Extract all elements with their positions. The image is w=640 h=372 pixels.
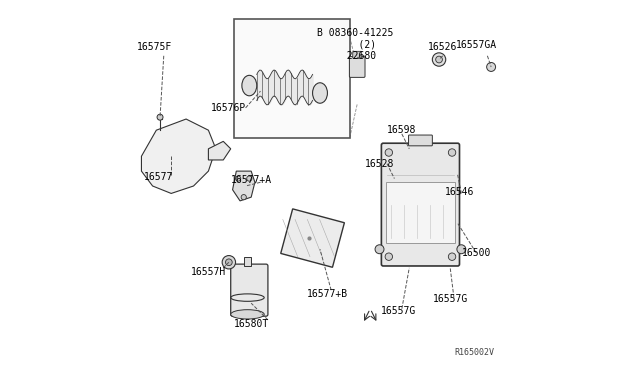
Text: 16577+A: 16577+A xyxy=(230,176,272,185)
Polygon shape xyxy=(141,119,216,193)
Ellipse shape xyxy=(312,83,328,103)
Text: 16557GA: 16557GA xyxy=(456,40,497,49)
Text: B 08360-41225
    (2)
  22680: B 08360-41225 (2) 22680 xyxy=(317,28,394,61)
Text: 16557G: 16557G xyxy=(433,295,468,304)
Circle shape xyxy=(449,149,456,156)
Circle shape xyxy=(385,149,392,156)
Circle shape xyxy=(436,56,442,63)
Circle shape xyxy=(375,245,384,254)
Circle shape xyxy=(157,114,163,120)
FancyBboxPatch shape xyxy=(408,135,433,146)
Text: 16580T: 16580T xyxy=(234,319,269,328)
Text: 16557G: 16557G xyxy=(381,306,416,315)
FancyBboxPatch shape xyxy=(353,51,362,58)
FancyBboxPatch shape xyxy=(386,182,454,243)
Circle shape xyxy=(433,53,445,66)
Circle shape xyxy=(486,62,495,71)
Text: 16598: 16598 xyxy=(387,125,417,135)
Circle shape xyxy=(236,176,241,181)
Text: 16577+B: 16577+B xyxy=(307,289,348,299)
Polygon shape xyxy=(232,171,255,201)
FancyBboxPatch shape xyxy=(231,264,268,316)
Circle shape xyxy=(457,245,466,254)
Text: 16576P: 16576P xyxy=(211,103,246,113)
Text: 16546: 16546 xyxy=(445,187,474,196)
Text: R165002V: R165002V xyxy=(455,348,495,357)
Circle shape xyxy=(222,256,236,269)
Text: 16500: 16500 xyxy=(461,248,491,258)
Text: 16575F: 16575F xyxy=(137,42,172,51)
Circle shape xyxy=(385,253,392,260)
Text: 16577: 16577 xyxy=(143,172,173,182)
Text: 16526: 16526 xyxy=(428,42,458,51)
FancyBboxPatch shape xyxy=(381,143,460,266)
Ellipse shape xyxy=(230,310,264,319)
Polygon shape xyxy=(244,257,251,266)
Circle shape xyxy=(241,195,246,200)
Ellipse shape xyxy=(242,75,257,96)
Text: 16557H: 16557H xyxy=(191,267,226,276)
Circle shape xyxy=(246,176,252,181)
FancyBboxPatch shape xyxy=(234,19,349,138)
Circle shape xyxy=(449,253,456,260)
FancyBboxPatch shape xyxy=(281,209,344,267)
Circle shape xyxy=(225,259,232,266)
Polygon shape xyxy=(209,141,231,160)
Text: 16528: 16528 xyxy=(365,159,394,169)
FancyBboxPatch shape xyxy=(349,57,365,77)
